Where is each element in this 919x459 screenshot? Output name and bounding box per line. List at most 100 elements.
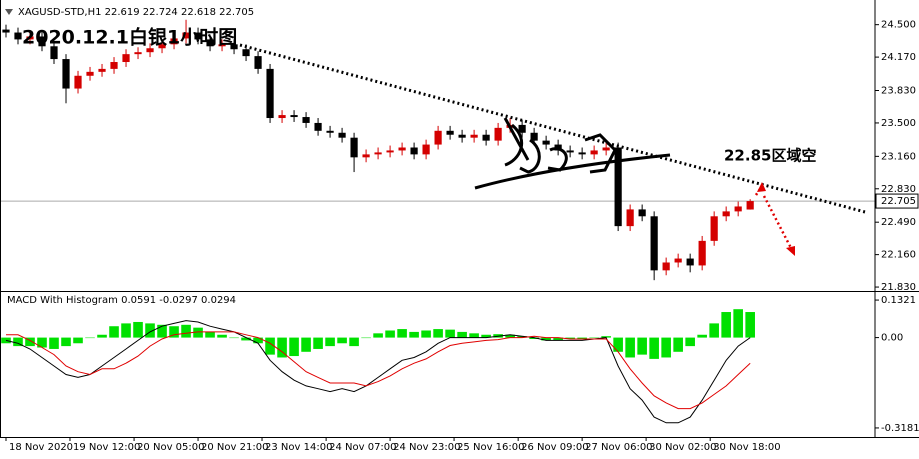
candle-body: [218, 44, 226, 47]
indicator-title: MACD With Histogram 0.0591 -0.0297 0.029…: [7, 295, 236, 306]
histogram-bar: [109, 326, 119, 338]
candle-body: [686, 258, 694, 266]
candle-body: [326, 130, 334, 133]
candle-body: [698, 240, 706, 266]
candle-body: [38, 36, 46, 47]
histogram-bar: [409, 331, 419, 338]
candle-body: [170, 38, 178, 45]
y-tick-label: 22.830: [881, 184, 916, 195]
histogram-bar: [673, 337, 683, 352]
x-tick-label: 27 Nov 06:00: [585, 442, 652, 453]
candle-body: [458, 134, 466, 138]
histogram-bar: [133, 321, 143, 338]
candle-body: [566, 150, 574, 153]
histogram-bar: [157, 324, 167, 338]
histogram-bar: [217, 334, 227, 338]
candle-body: [662, 262, 670, 271]
candle-body: [146, 48, 154, 53]
histogram-bar: [337, 337, 347, 344]
candle-body: [470, 134, 478, 138]
candle-body: [2, 29, 10, 33]
candle-body: [518, 124, 526, 133]
histogram-bar: [481, 334, 491, 338]
histogram-bar: [733, 309, 743, 338]
x-tick-label: 25 Nov 16:00: [457, 442, 524, 453]
histogram-bar: [697, 334, 707, 338]
histogram-bar: [229, 337, 239, 339]
candle-body: [746, 201, 754, 210]
last-price-label: 22.705: [881, 196, 916, 207]
histogram-bar: [661, 337, 671, 358]
x-tick-label: 30 Nov 18:00: [713, 442, 780, 453]
candle-body: [638, 209, 646, 217]
histogram-bar: [49, 337, 59, 349]
candle-body: [614, 147, 622, 227]
x-tick-label: 24 Nov 23:00: [393, 442, 460, 453]
histogram-bar: [253, 337, 263, 344]
candle-body: [350, 137, 358, 158]
histogram-bar: [649, 337, 659, 359]
histogram-bar: [397, 329, 407, 338]
histogram-bar: [589, 337, 599, 339]
histogram-bar: [685, 337, 695, 347]
histogram-bar: [505, 334, 515, 338]
candle-body: [494, 127, 502, 141]
candle-body: [74, 75, 82, 89]
candle-body: [386, 150, 394, 153]
candle-body: [230, 44, 238, 50]
histogram-bar: [289, 337, 299, 357]
y-tick-label: 0.00: [881, 333, 903, 344]
histogram-bar: [601, 336, 611, 338]
candle-body: [86, 71, 94, 76]
candle-body: [482, 134, 490, 141]
x-tick-label: 19 Nov 12:00: [73, 442, 140, 453]
header-icon: [5, 9, 13, 15]
histogram-bar: [745, 312, 755, 338]
histogram-bar: [169, 326, 179, 338]
candle-body: [578, 152, 586, 155]
last-price-box: [875, 193, 919, 209]
candle-body: [398, 147, 406, 151]
candle-body: [98, 68, 106, 72]
candle-body: [722, 211, 730, 217]
candle-body: [50, 46, 58, 60]
histogram-bar: [433, 329, 443, 338]
histogram-bar: [85, 337, 95, 339]
annotation: 2020.12.1白银1小时图: [22, 26, 237, 49]
candle-body: [302, 117, 310, 123]
histogram-bar: [181, 324, 191, 338]
histogram-bar: [517, 336, 527, 338]
y-tick-label: 21.830: [881, 282, 916, 293]
candle-body: [158, 44, 166, 49]
histogram-bar: [445, 329, 455, 338]
histogram-bar: [349, 337, 359, 347]
histogram-bar: [565, 337, 575, 340]
y-tick-label: 23.500: [881, 118, 916, 129]
candle-body: [650, 216, 658, 271]
candle-body: [278, 115, 286, 119]
x-tick-label: 30 Nov 02:00: [649, 442, 716, 453]
x-tick-label: 20 Nov 05:00: [137, 442, 204, 453]
y-tick-label: 22.160: [881, 250, 916, 261]
histogram-bar: [301, 337, 311, 352]
histogram-bar: [205, 331, 215, 338]
y-tick-label: 24.170: [881, 52, 916, 63]
candle-body: [362, 154, 370, 158]
candle-body: [422, 144, 430, 155]
candle-body: [338, 132, 346, 138]
candle-body: [446, 130, 454, 135]
histogram-bar: [613, 337, 623, 352]
marks: 24.500 24.170 23.830 23.500 23.160 22.830 22.4…: [0, 20, 919, 453]
histogram-bar: [37, 337, 47, 348]
candle-body: [710, 216, 718, 241]
histogram-bar: [241, 337, 251, 341]
y-tick-label: 23.830: [881, 86, 916, 97]
histogram-bar: [61, 337, 71, 347]
candle-body: [410, 147, 418, 155]
macd-line: [5, 320, 751, 424]
candle-body: [122, 54, 130, 63]
histogram-bar: [457, 331, 467, 338]
candle-body: [734, 206, 742, 212]
histogram-bar: [121, 323, 131, 338]
